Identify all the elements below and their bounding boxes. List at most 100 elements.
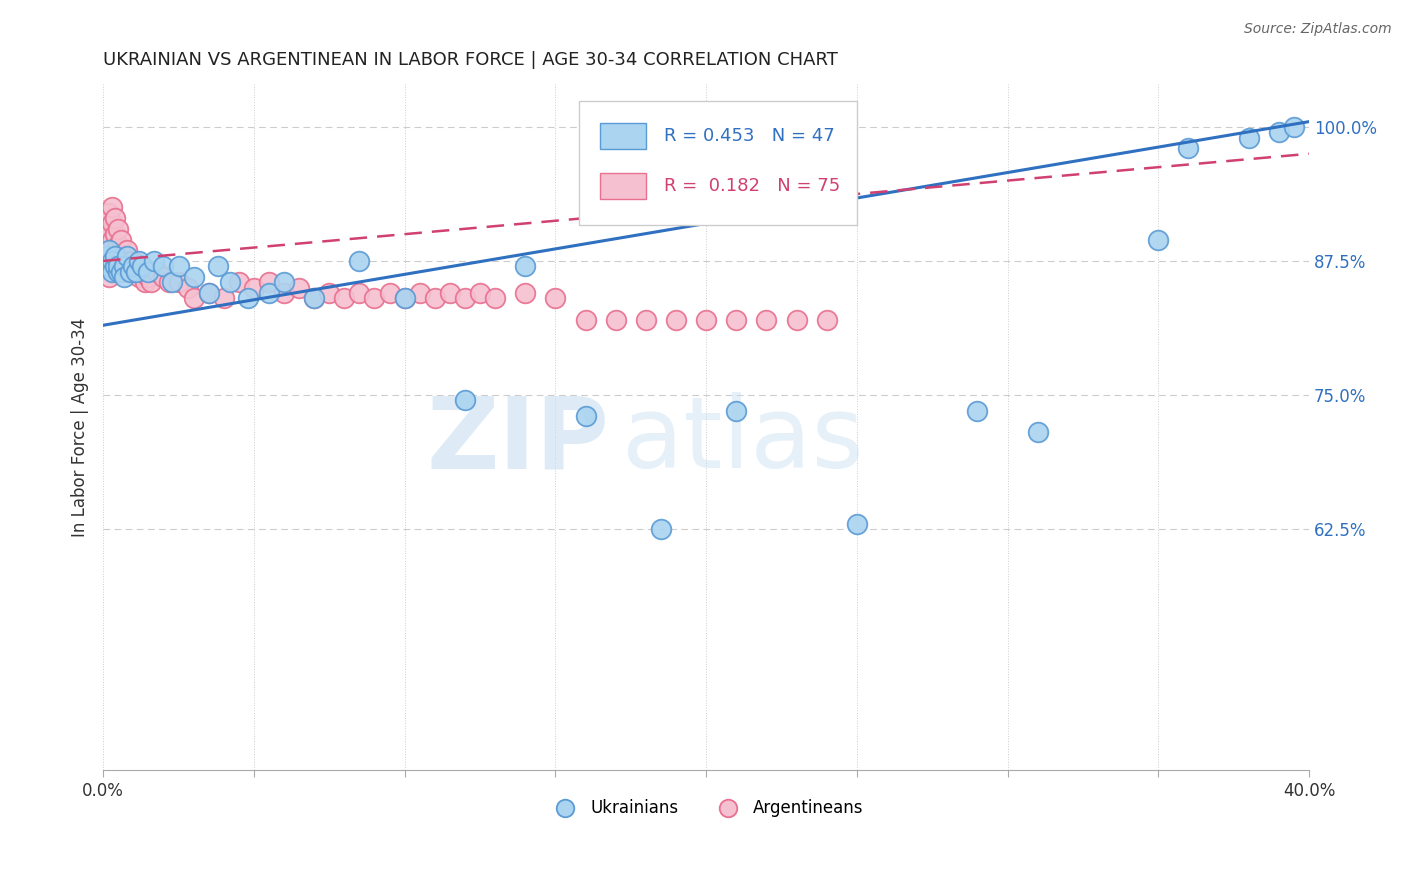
Point — [143, 254, 166, 268]
Point — [101, 265, 124, 279]
Point — [122, 260, 145, 274]
Point — [302, 292, 325, 306]
Point — [1147, 233, 1170, 247]
Point — [228, 276, 250, 290]
Point — [94, 254, 117, 268]
Text: UKRAINIAN VS ARGENTINEAN IN LABOR FORCE | AGE 30-34 CORRELATION CHART: UKRAINIAN VS ARGENTINEAN IN LABOR FORCE … — [103, 51, 838, 69]
Point — [454, 292, 477, 306]
Text: ZIP: ZIP — [427, 392, 610, 490]
Point — [141, 276, 163, 290]
Point — [243, 281, 266, 295]
Point — [146, 265, 169, 279]
Point — [122, 260, 145, 274]
Point — [120, 265, 142, 279]
Point — [815, 313, 838, 327]
Point — [167, 260, 190, 274]
Point — [515, 286, 537, 301]
Point — [650, 522, 672, 536]
Point — [107, 254, 129, 268]
Point — [288, 281, 311, 295]
Point — [131, 260, 153, 274]
Point — [107, 260, 129, 274]
Point — [112, 260, 135, 274]
FancyBboxPatch shape — [579, 102, 856, 225]
Point — [128, 270, 150, 285]
Point — [104, 260, 127, 274]
Point — [468, 286, 491, 301]
Point — [104, 249, 127, 263]
Point — [98, 205, 121, 219]
Point — [131, 260, 153, 274]
Point — [117, 254, 139, 268]
Point — [183, 270, 205, 285]
Point — [394, 292, 416, 306]
Point — [104, 260, 127, 274]
Point — [349, 254, 371, 268]
Point — [101, 200, 124, 214]
Point — [98, 260, 121, 274]
Point — [1177, 141, 1199, 155]
Point — [695, 313, 717, 327]
Point — [318, 286, 340, 301]
Point — [966, 404, 988, 418]
Y-axis label: In Labor Force | Age 30-34: In Labor Force | Age 30-34 — [72, 318, 89, 537]
FancyBboxPatch shape — [600, 173, 645, 199]
Point — [122, 254, 145, 268]
Point — [236, 292, 259, 306]
Point — [112, 260, 135, 274]
Point — [574, 409, 596, 424]
Point — [101, 233, 124, 247]
Point — [120, 260, 142, 274]
Point — [162, 276, 184, 290]
Point — [101, 260, 124, 274]
Point — [544, 292, 567, 306]
Point — [454, 393, 477, 408]
Point — [378, 286, 401, 301]
Point — [107, 265, 129, 279]
Point — [117, 244, 139, 258]
Point — [1282, 120, 1305, 134]
Point — [183, 292, 205, 306]
Point — [257, 286, 280, 301]
Point — [423, 292, 446, 306]
Point — [104, 227, 127, 242]
Legend: Ukrainians, Argentineans: Ukrainians, Argentineans — [541, 792, 870, 823]
Point — [408, 286, 430, 301]
Point — [786, 313, 808, 327]
Point — [101, 216, 124, 230]
Point — [110, 233, 132, 247]
Point — [104, 211, 127, 225]
Point — [333, 292, 356, 306]
Point — [1268, 125, 1291, 139]
Point — [394, 292, 416, 306]
Point — [104, 249, 127, 263]
Point — [152, 260, 174, 274]
Point — [128, 254, 150, 268]
Point — [197, 286, 219, 301]
Point — [110, 260, 132, 274]
Point — [98, 244, 121, 258]
Text: R =  0.182   N = 75: R = 0.182 N = 75 — [664, 177, 841, 194]
Point — [176, 281, 198, 295]
Point — [101, 249, 124, 263]
Point — [107, 222, 129, 236]
Point — [273, 286, 295, 301]
Point — [94, 227, 117, 242]
Point — [101, 254, 124, 268]
Point — [845, 516, 868, 531]
Point — [120, 254, 142, 268]
Point — [363, 292, 385, 306]
Point — [125, 265, 148, 279]
Point — [107, 238, 129, 252]
Point — [94, 205, 117, 219]
Point — [94, 249, 117, 263]
Point — [98, 227, 121, 242]
Point — [112, 270, 135, 285]
Point — [110, 265, 132, 279]
Point — [134, 276, 156, 290]
Point — [112, 260, 135, 274]
Point — [117, 249, 139, 263]
Point — [138, 265, 160, 279]
Point — [212, 292, 235, 306]
FancyBboxPatch shape — [600, 122, 645, 149]
